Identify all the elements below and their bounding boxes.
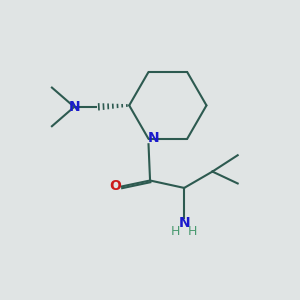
Text: N: N <box>148 131 160 145</box>
Text: O: O <box>109 179 121 193</box>
Text: N: N <box>68 100 80 114</box>
Text: H: H <box>188 224 197 238</box>
Text: N: N <box>178 216 190 230</box>
Text: H: H <box>171 224 181 238</box>
